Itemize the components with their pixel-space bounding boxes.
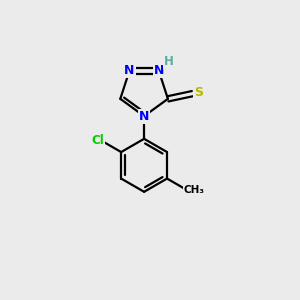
Text: H: H [164, 55, 174, 68]
Text: S: S [194, 86, 203, 99]
Text: CH₃: CH₃ [184, 185, 205, 195]
Text: N: N [139, 110, 149, 123]
Text: N: N [154, 64, 164, 77]
Text: Cl: Cl [91, 134, 104, 147]
Text: N: N [124, 64, 135, 77]
